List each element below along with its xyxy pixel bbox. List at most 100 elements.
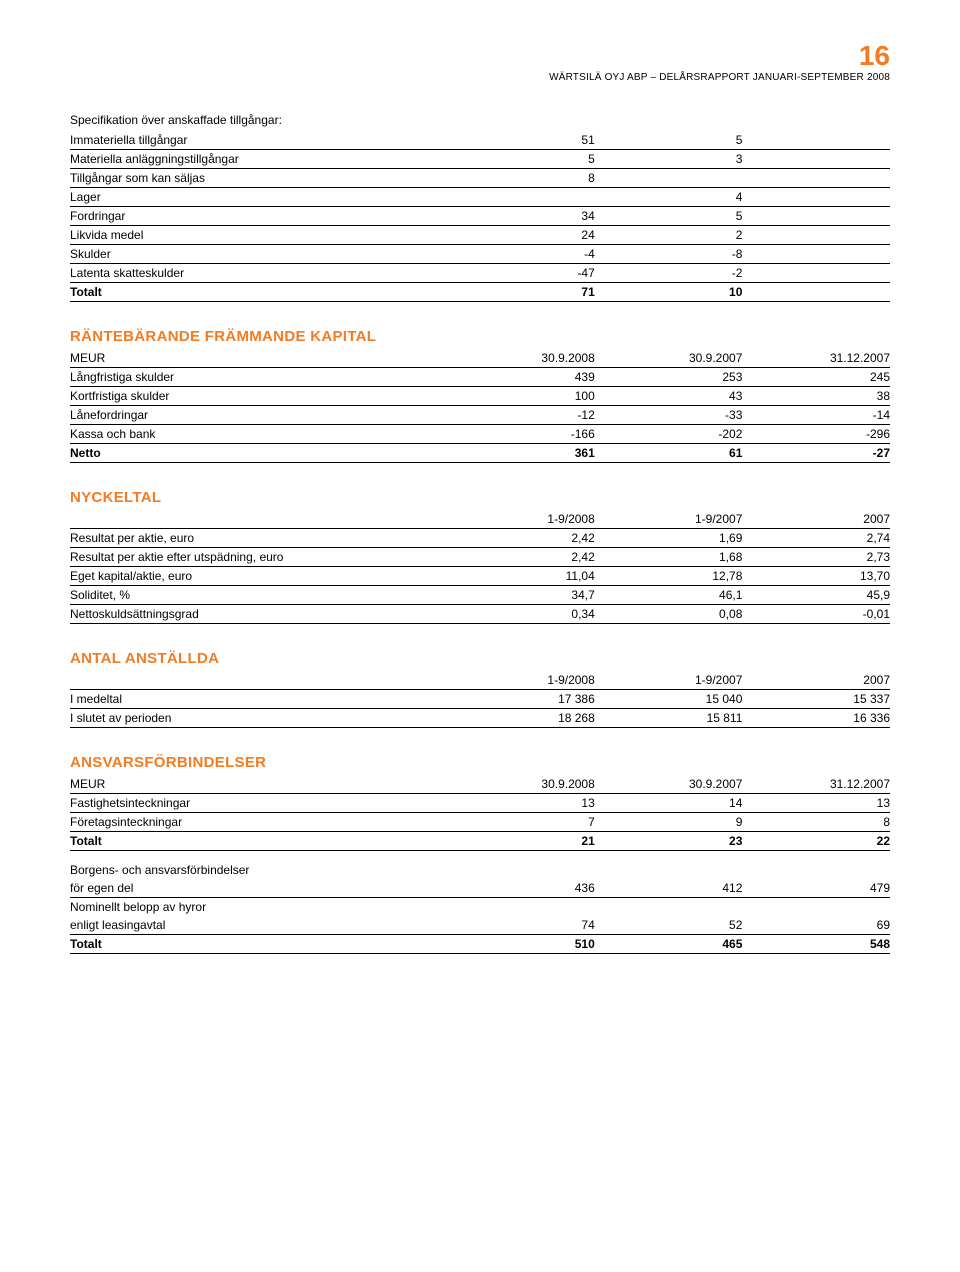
- cell-label: Långfristiga skulder: [70, 368, 447, 387]
- anstallda-table: 1-9/2008 1-9/2007 2007 I medeltal17 3861…: [70, 671, 890, 728]
- cell-label: enligt leasingavtal: [70, 916, 447, 935]
- header-col: 30.9.2007: [595, 349, 743, 368]
- cell-value: 1,69: [595, 529, 743, 548]
- cell-value: 5: [447, 150, 595, 169]
- cell-value: 8: [742, 813, 890, 832]
- cell-value: 23: [595, 832, 743, 851]
- header-col: 1-9/2007: [595, 671, 743, 690]
- cell-value: -2: [595, 264, 743, 283]
- cell-value: 436: [447, 879, 595, 898]
- cell-value: 0,34: [447, 605, 595, 624]
- header-col: 31.12.2007: [742, 775, 890, 794]
- cell-label: Soliditet, %: [70, 586, 447, 605]
- cell-value: 412: [595, 879, 743, 898]
- cell-value: [742, 861, 890, 879]
- table-row: Nominellt belopp av hyror: [70, 897, 890, 916]
- table-row: Lager 4: [70, 188, 890, 207]
- cell-value: -27: [742, 444, 890, 463]
- cell-value: 510: [447, 934, 595, 953]
- cell-value: 43: [595, 387, 743, 406]
- cell-label: Företagsinteckningar: [70, 813, 447, 832]
- cell-label: Lånefordringar: [70, 406, 447, 425]
- table-row: Fastighetsinteckningar131413: [70, 794, 890, 813]
- cell-value: 10: [595, 283, 743, 302]
- cell-label: Likvida medel: [70, 226, 447, 245]
- table-header-row: 1-9/2008 1-9/2007 2007: [70, 510, 890, 529]
- table-row: Borgens- och ansvarsförbindelser: [70, 861, 890, 879]
- cell-value: 439: [447, 368, 595, 387]
- table-row: Kassa och bank-166-202-296: [70, 425, 890, 444]
- table-header-row: MEUR 30.9.2008 30.9.2007 31.12.2007: [70, 349, 890, 368]
- cell-value: 2: [595, 226, 743, 245]
- cell-value: -8: [595, 245, 743, 264]
- table-row-total: Totalt510465548: [70, 934, 890, 953]
- kapital-table: MEUR 30.9.2008 30.9.2007 31.12.2007 Lång…: [70, 349, 890, 463]
- cell-label: Totalt: [70, 283, 447, 302]
- header-label: MEUR: [70, 349, 447, 368]
- cell-value: [595, 861, 743, 879]
- cell-label: Materiella anläggningstillgångar: [70, 150, 447, 169]
- cell-label: Resultat per aktie, euro: [70, 529, 447, 548]
- heading-ansvars: ANSVARSFÖRBINDELSER: [70, 754, 890, 771]
- cell-value: 61: [595, 444, 743, 463]
- cell-value: 74: [447, 916, 595, 935]
- cell-value: 34: [447, 207, 595, 226]
- cell-value: 9: [595, 813, 743, 832]
- cell-value: 13,70: [742, 567, 890, 586]
- header-col: 2007: [742, 510, 890, 529]
- cell-value: 15 337: [742, 690, 890, 709]
- header-col: 31.12.2007: [742, 349, 890, 368]
- heading-nyckeltal: NYCKELTAL: [70, 489, 890, 506]
- table-row: Lånefordringar-12-33-14: [70, 406, 890, 425]
- cell-label: Totalt: [70, 934, 447, 953]
- table-row: Eget kapital/aktie, euro11,0412,7813,70: [70, 567, 890, 586]
- table-row: för egen del436412479: [70, 879, 890, 898]
- cell-label: Immateriella tillgångar: [70, 131, 447, 150]
- cell-value: 2,42: [447, 548, 595, 567]
- page: 16 WÄRTSILÄ OYJ ABP – DELÅRSRAPPORT JANU…: [0, 0, 960, 1014]
- cell-label: Kassa och bank: [70, 425, 447, 444]
- cell-label: Tillgångar som kan säljas: [70, 169, 447, 188]
- table-row-total: Totalt212322: [70, 832, 890, 851]
- cell-label: Borgens- och ansvarsförbindelser: [70, 861, 447, 879]
- table-row: Resultat per aktie, euro2,421,692,74: [70, 529, 890, 548]
- cell-label: Lager: [70, 188, 447, 207]
- cell-value: 15 040: [595, 690, 743, 709]
- header-col: 30.9.2007: [595, 775, 743, 794]
- cell-value: 22: [742, 832, 890, 851]
- cell-label: för egen del: [70, 879, 447, 898]
- cell-value: -33: [595, 406, 743, 425]
- cell-value: 34,7: [447, 586, 595, 605]
- cell-value: -202: [595, 425, 743, 444]
- cell-value: -47: [447, 264, 595, 283]
- heading-kapital: RÄNTEBÄRANDE FRÄMMANDE KAPITAL: [70, 328, 890, 345]
- cell-value: [447, 861, 595, 879]
- table-row-total: Totalt7110: [70, 283, 890, 302]
- cell-value: 2,73: [742, 548, 890, 567]
- header-label: MEUR: [70, 775, 447, 794]
- cell-label: I slutet av perioden: [70, 709, 447, 728]
- table-row: Företagsinteckningar798: [70, 813, 890, 832]
- table-row: enligt leasingavtal745269: [70, 916, 890, 935]
- cell-value: 100: [447, 387, 595, 406]
- cell-value: 8: [447, 169, 595, 188]
- cell-value: 4: [595, 188, 743, 207]
- table-row: I slutet av perioden18 26815 81116 336: [70, 709, 890, 728]
- cell-label: Resultat per aktie efter utspädning, eur…: [70, 548, 447, 567]
- table-row: Resultat per aktie efter utspädning, eur…: [70, 548, 890, 567]
- table-row: Nettoskuldsättningsgrad0,340,08-0,01: [70, 605, 890, 624]
- cell-label: Skulder: [70, 245, 447, 264]
- table-row: Kortfristiga skulder1004338: [70, 387, 890, 406]
- cell-value: 51: [447, 131, 595, 150]
- cell-value: 0,08: [595, 605, 743, 624]
- cell-value: 361: [447, 444, 595, 463]
- table-row: Tillgångar som kan säljas8: [70, 169, 890, 188]
- table-row: Materiella anläggningstillgångar53: [70, 150, 890, 169]
- cell-value: 16 336: [742, 709, 890, 728]
- header-col: 2007: [742, 671, 890, 690]
- cell-value: 14: [595, 794, 743, 813]
- cell-label: Fordringar: [70, 207, 447, 226]
- cell-value: 17 386: [447, 690, 595, 709]
- cell-value: 548: [742, 934, 890, 953]
- table-header-row: 1-9/2008 1-9/2007 2007: [70, 671, 890, 690]
